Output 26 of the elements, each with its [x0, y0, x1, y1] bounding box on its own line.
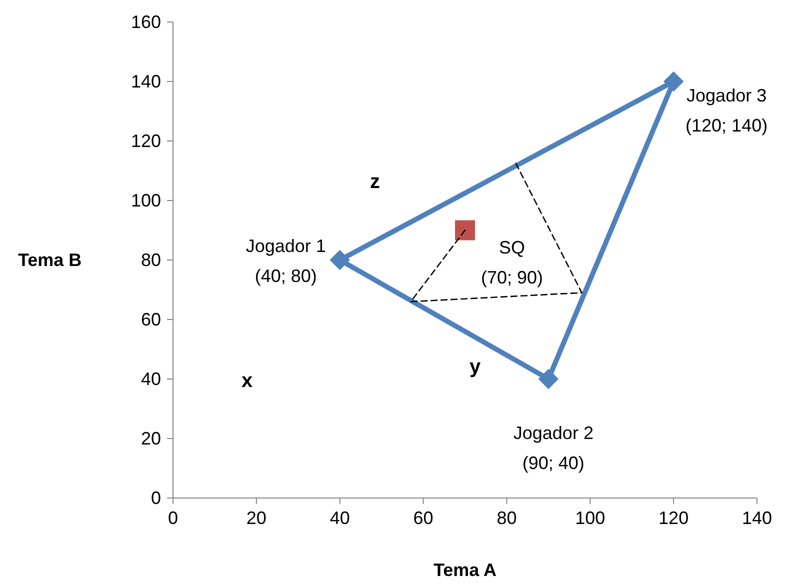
y-tick-label: 80 — [140, 250, 161, 270]
annotation: SQ (70; 90) — [480, 237, 544, 288]
y-tick-label: 140 — [130, 72, 161, 92]
annotation: Jogador 1 (40; 80) — [246, 236, 326, 286]
annotation: z — [370, 171, 380, 193]
y-tick-label: 0 — [150, 488, 161, 508]
x-tick-label: 60 — [413, 508, 434, 528]
x-axis-title: Tema A — [433, 560, 497, 580]
annotation: Jogador 2 (90; 40) — [513, 423, 594, 473]
x-tick-label: 20 — [246, 508, 266, 528]
annotation: x — [241, 370, 253, 392]
y-tick-label: 60 — [140, 310, 161, 330]
y-axis-title: Tema B — [18, 250, 82, 270]
y-tick-label: 40 — [140, 369, 161, 389]
y-tick-label: 120 — [130, 131, 161, 151]
y-tick-label: 100 — [130, 190, 161, 210]
x-tick-label: 40 — [330, 508, 350, 528]
y-tick-label: 160 — [130, 12, 161, 32]
annotation: y — [469, 356, 482, 378]
y-tick-label: 20 — [140, 428, 161, 448]
x-tick-label: 100 — [575, 508, 606, 528]
annotation: Jogador 3 (120; 140) — [686, 86, 768, 136]
x-tick-label: 140 — [742, 508, 772, 528]
x-tick-label: 80 — [496, 508, 517, 528]
x-tick-label: 0 — [168, 508, 178, 528]
x-tick-label: 120 — [658, 508, 689, 528]
